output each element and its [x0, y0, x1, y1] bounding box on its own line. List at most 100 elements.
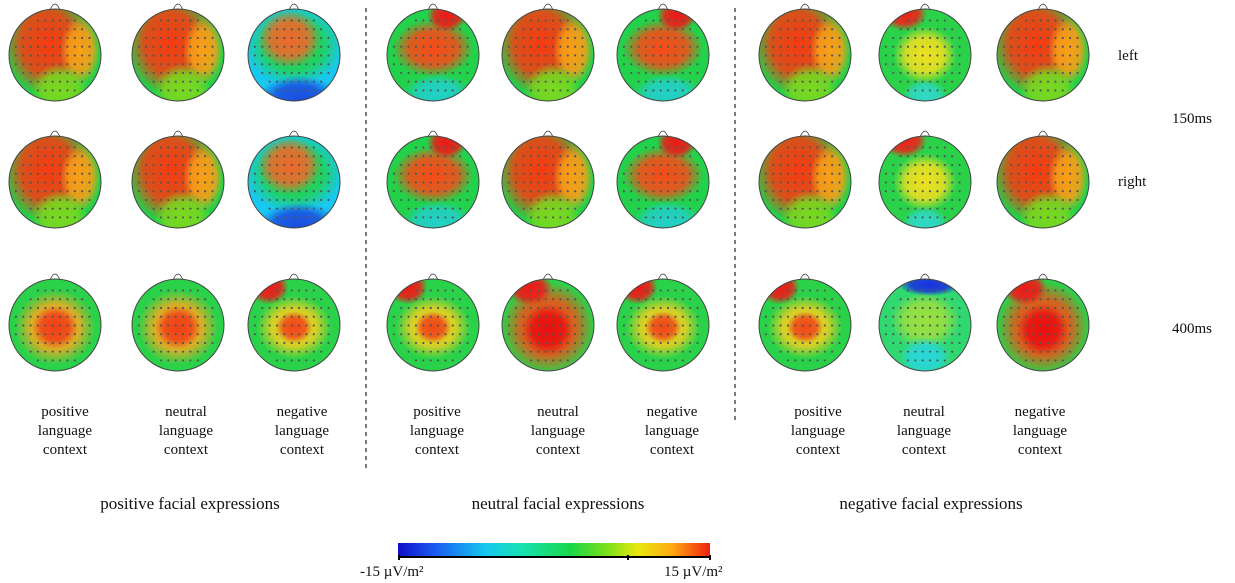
- topomap: [501, 273, 595, 372]
- head-outline: [131, 135, 225, 229]
- head-outline: [616, 8, 710, 102]
- nose-marker: [172, 130, 184, 138]
- head-outline: [996, 8, 1090, 102]
- topomap: [996, 130, 1090, 229]
- nose-marker: [172, 3, 184, 11]
- topomap: [996, 3, 1090, 102]
- head-outline: [616, 278, 710, 372]
- group-label-positive: positive facial expressions: [100, 494, 280, 513]
- head-outline: [8, 135, 102, 229]
- nose-marker: [919, 130, 931, 138]
- head-outline: [8, 8, 102, 102]
- nose-marker: [49, 273, 61, 281]
- nose-marker: [427, 273, 439, 281]
- topomap: [616, 273, 710, 372]
- cond-label-g2-neg: negative language context: [644, 404, 700, 458]
- head-outline: [758, 135, 852, 229]
- nose-marker: [799, 273, 811, 281]
- head-outline: [501, 135, 595, 229]
- topomap: [501, 130, 595, 229]
- head-outline: [247, 278, 341, 372]
- time-label-400ms: 400ms: [1172, 321, 1213, 337]
- head-outline: [501, 8, 595, 102]
- topomap: [878, 273, 972, 372]
- time-label-150ms: 150ms: [1172, 111, 1213, 127]
- cond-label-g2-pos: positive language context: [409, 404, 465, 458]
- row-label-left: left: [1118, 48, 1138, 64]
- head-outline: [878, 135, 972, 229]
- nose-marker: [657, 3, 669, 11]
- nose-marker: [919, 3, 931, 11]
- nose-marker: [1037, 130, 1049, 138]
- cond-label-g1-neg: negative language context: [274, 404, 330, 458]
- nose-marker: [49, 3, 61, 11]
- head-outline: [616, 135, 710, 229]
- nose-marker: [799, 3, 811, 11]
- topomap: [386, 273, 480, 372]
- nose-marker: [1037, 273, 1049, 281]
- nose-marker: [657, 273, 669, 281]
- head-outline: [758, 8, 852, 102]
- topomap: [758, 273, 852, 372]
- topomap: [8, 273, 102, 372]
- topomap: [996, 273, 1090, 372]
- head-outline: [386, 135, 480, 229]
- nose-marker: [1037, 3, 1049, 11]
- topomap: [131, 130, 225, 229]
- colorbar-tick-max: [709, 555, 711, 560]
- cond-label-g2-neu: neutral language context: [530, 404, 586, 458]
- head-outline: [131, 8, 225, 102]
- group-label-negative: negative facial expressions: [839, 494, 1023, 513]
- topomap: [758, 3, 852, 102]
- nose-marker: [799, 130, 811, 138]
- nose-marker: [49, 130, 61, 138]
- nose-marker: [288, 273, 300, 281]
- topomap: [247, 3, 341, 102]
- topomap: [247, 273, 341, 372]
- head-outline: [878, 278, 972, 372]
- topomap: [878, 3, 972, 102]
- cond-label-g1-neu: neutral language context: [158, 404, 214, 458]
- head-outline: [878, 8, 972, 102]
- colorbar-min-label: -15 µV/m²: [360, 564, 424, 580]
- row-label-right: right: [1118, 174, 1147, 190]
- cond-label-g1-pos: positive language context: [37, 404, 93, 458]
- topomap: [386, 3, 480, 102]
- nose-marker: [288, 3, 300, 11]
- nose-marker: [542, 273, 554, 281]
- nose-marker: [657, 130, 669, 138]
- topomap: [758, 130, 852, 229]
- topomap: [8, 3, 102, 102]
- cond-label-g3-neg: negative language context: [1012, 404, 1068, 458]
- group-label-neutral: neutral facial expressions: [471, 494, 645, 513]
- head-outline: [247, 8, 341, 102]
- head-outline: [247, 135, 341, 229]
- colorbar-max-label: 15 µV/m²: [664, 564, 723, 580]
- topomap: [8, 130, 102, 229]
- head-outline: [996, 135, 1090, 229]
- colorbar: [398, 543, 710, 558]
- head-outline: [131, 278, 225, 372]
- nose-marker: [427, 3, 439, 11]
- nose-marker: [172, 273, 184, 281]
- head-outline: [758, 278, 852, 372]
- topomap: [131, 3, 225, 102]
- head-outline: [996, 278, 1090, 372]
- topomap: [131, 273, 225, 372]
- nose-marker: [919, 273, 931, 281]
- topomap: [501, 3, 595, 102]
- topomap: [616, 130, 710, 229]
- nose-marker: [288, 130, 300, 138]
- nose-marker: [542, 3, 554, 11]
- cond-label-g3-neu: neutral language context: [896, 404, 952, 458]
- head-outline: [8, 278, 102, 372]
- topomap-grid: [8, 3, 1090, 470]
- topomap: [247, 130, 341, 229]
- topomap: [616, 3, 710, 102]
- nose-marker: [427, 130, 439, 138]
- nose-marker: [542, 130, 554, 138]
- head-outline: [386, 278, 480, 372]
- colorbar-tick-mid: [627, 555, 629, 560]
- head-outline: [501, 278, 595, 372]
